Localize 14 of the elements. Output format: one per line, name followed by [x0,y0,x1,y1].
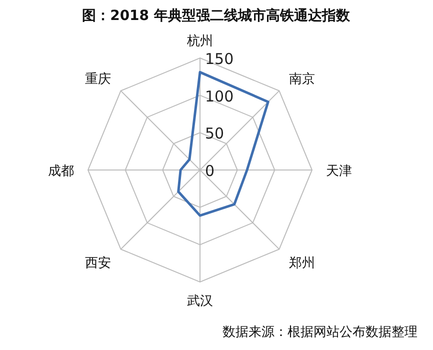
spoke-label: 南京 [289,72,316,88]
source-note: 数据来源：根据网站公布数据整理 [222,325,418,340]
spoke-label: 西安 [84,254,111,271]
y-tick-label: 100 [205,87,234,106]
spoke-label: 郑州 [289,256,316,271]
spoke-label: 武汉 [187,294,213,309]
y-tick-label: 50 [205,124,224,143]
y-tick-label: 150 [205,50,234,68]
spoke-label: 成都 [48,164,74,179]
spoke-label: 重庆 [84,72,111,88]
chart-title: 图：2018 年典型强二线城市高铁通达指数 [82,7,351,24]
spoke-label: 天津 [326,164,352,179]
y-tick-label: 0 [205,162,215,180]
spoke-label: 杭州 [186,34,213,49]
